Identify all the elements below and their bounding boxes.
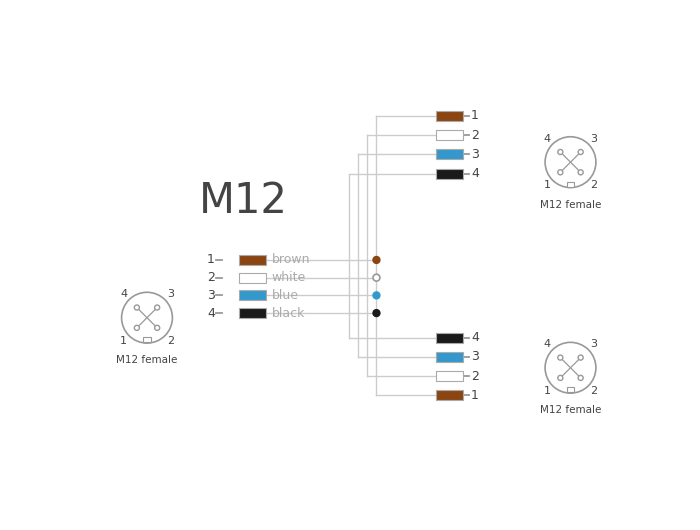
Text: 3: 3 (590, 340, 597, 349)
Text: 2: 2 (590, 180, 597, 190)
Circle shape (558, 355, 563, 360)
Text: 3: 3 (207, 289, 215, 302)
Text: 3: 3 (167, 289, 174, 299)
Text: 4: 4 (207, 306, 215, 320)
Text: brown: brown (272, 253, 310, 267)
Text: 1: 1 (471, 389, 479, 402)
Text: 3: 3 (471, 148, 479, 161)
Bar (435, 352, 463, 362)
Text: M12 female: M12 female (540, 199, 601, 209)
Bar (567, 182, 574, 187)
Circle shape (373, 274, 380, 281)
Circle shape (558, 149, 563, 155)
Bar (435, 391, 463, 401)
Bar (435, 333, 463, 343)
Bar (239, 255, 266, 265)
Text: 3: 3 (590, 134, 597, 144)
Bar (435, 130, 463, 140)
Circle shape (373, 292, 380, 299)
Bar (435, 111, 463, 121)
Circle shape (134, 305, 139, 310)
Circle shape (578, 355, 583, 360)
Text: 2: 2 (167, 336, 174, 346)
Text: 1: 1 (544, 180, 551, 190)
Text: 2: 2 (471, 370, 479, 383)
Text: 2: 2 (471, 129, 479, 142)
Bar (435, 149, 463, 160)
Text: black: black (272, 306, 305, 320)
Text: 4: 4 (544, 340, 551, 349)
Text: 1: 1 (544, 386, 551, 396)
Circle shape (558, 375, 563, 381)
Circle shape (578, 149, 583, 155)
Text: white: white (272, 271, 306, 284)
Circle shape (373, 310, 380, 316)
Text: 1: 1 (120, 336, 127, 346)
Text: M12 female: M12 female (116, 355, 178, 365)
Text: 1: 1 (471, 110, 479, 122)
Text: 1: 1 (207, 253, 215, 267)
Text: 3: 3 (471, 350, 479, 364)
Bar (144, 337, 150, 342)
Circle shape (373, 257, 380, 263)
Circle shape (558, 170, 563, 175)
Text: blue: blue (272, 289, 299, 302)
Text: M12 female: M12 female (540, 405, 601, 415)
Bar (239, 290, 266, 301)
Bar (239, 272, 266, 282)
Text: 2: 2 (590, 386, 597, 396)
Circle shape (578, 170, 583, 175)
Bar (435, 169, 463, 179)
Circle shape (155, 325, 160, 330)
Bar (435, 371, 463, 381)
Text: 4: 4 (544, 134, 551, 144)
Bar (567, 387, 574, 392)
Text: 4: 4 (471, 331, 479, 344)
Text: 2: 2 (207, 271, 215, 284)
Circle shape (578, 375, 583, 381)
Circle shape (155, 305, 160, 310)
Circle shape (134, 325, 139, 330)
Text: 4: 4 (120, 289, 127, 299)
Bar (239, 308, 266, 318)
Text: 4: 4 (471, 167, 479, 180)
Text: M12: M12 (199, 180, 288, 222)
